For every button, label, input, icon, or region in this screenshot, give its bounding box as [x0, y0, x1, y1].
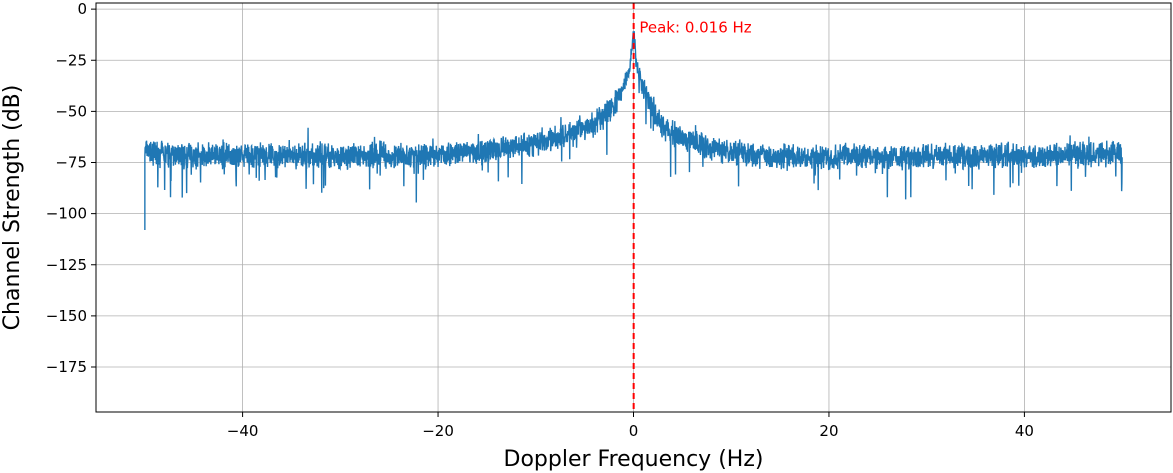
y-tick-label: −100	[46, 205, 87, 223]
y-axis-ticks: 0 −25 −50 −75 −100 −125 −150 −175	[46, 0, 96, 376]
x-tick-label: −40	[227, 422, 259, 440]
y-tick-label: −175	[46, 358, 87, 376]
y-tick-label: −75	[55, 154, 87, 172]
x-tick-label: 0	[629, 422, 639, 440]
y-axis-label: Channel Strength (dB)	[0, 85, 25, 331]
annotation-layer: Peak: 0.016 Hz	[632, 3, 752, 412]
x-tick-label: 40	[1015, 422, 1034, 440]
y-tick-label: −50	[55, 102, 87, 120]
y-tick-label: −125	[46, 256, 87, 274]
x-tick-label: 20	[819, 422, 838, 440]
x-axis-label: Doppler Frequency (Hz)	[504, 447, 764, 472]
y-tick-label: −150	[46, 307, 87, 325]
x-axis-ticks: −40 −20 0 20 40	[227, 412, 1034, 440]
peak-annotation: Peak: 0.016 Hz	[639, 18, 751, 36]
y-tick-label: −25	[55, 51, 87, 69]
y-tick-label: 0	[77, 0, 87, 18]
x-tick-label: −20	[422, 422, 454, 440]
